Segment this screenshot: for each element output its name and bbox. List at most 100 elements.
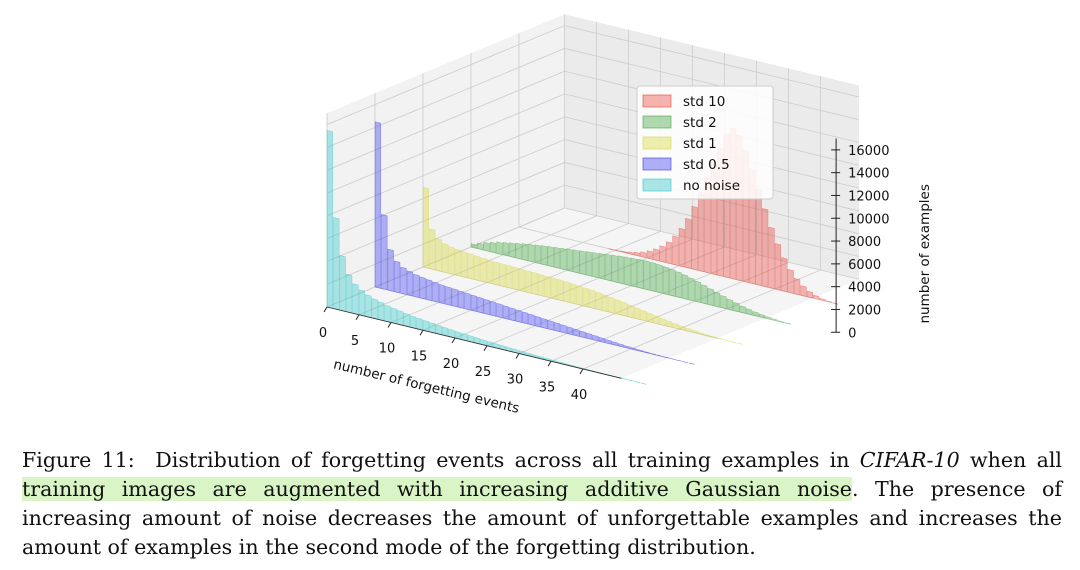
caption-highlight: training images are augmented with incre… [22,477,852,501]
caption-text-1: Distribution of forgetting events across… [155,448,850,472]
bar [560,247,567,271]
bar [701,284,708,305]
bar [518,268,526,292]
bar [646,250,654,260]
bar [553,322,561,333]
bar [621,377,628,381]
bar [457,290,465,309]
bar [640,309,647,322]
x-tick [515,353,520,359]
bar [717,337,724,341]
z-tick-label: 2000 [848,303,881,318]
bar [585,332,593,340]
z-tick-label: 14000 [848,167,889,182]
bar [547,245,554,268]
z-tick-label: 16000 [848,144,889,159]
bar [435,237,442,272]
bar [649,261,657,293]
bar [573,328,580,337]
bar [627,251,634,256]
bar [649,352,657,356]
bar [419,276,426,300]
bar [582,287,590,308]
gridline-x [358,21,598,316]
bar [509,307,516,322]
bar [723,339,730,342]
bar [707,287,714,307]
bar [489,300,497,317]
bar [633,380,641,384]
bar [387,248,394,292]
series-std-2 [470,241,791,325]
bar [672,322,679,330]
bar [787,268,794,294]
figure-label: Figure 11: [22,448,135,472]
bar [381,214,388,291]
z-tick-label: 0 [848,326,856,341]
bar [598,336,606,343]
bar [333,217,340,311]
bar [691,329,698,334]
bar [384,304,391,323]
bar [781,257,788,293]
bar [832,302,839,305]
bar [528,243,535,263]
bar [454,248,462,277]
caption-text-3: . The presence of increasing amount of n… [22,477,1062,559]
bar [761,208,769,288]
bar [601,294,609,313]
bar [563,280,570,303]
bar [659,317,666,327]
bar [624,345,631,350]
bar [771,318,778,322]
caption-text-2: when all [969,448,1063,472]
z-tick-label: 10000 [848,212,889,227]
bar [662,266,670,296]
bar [489,241,497,254]
bar [493,261,500,286]
gridline-x [390,29,630,323]
bar [653,315,660,325]
bar [560,324,567,334]
bar [656,354,663,357]
pane-left [327,14,565,307]
x-tick [355,314,360,321]
bar [390,307,398,325]
bar [496,241,503,255]
bar [777,320,785,324]
x-tick-label: 40 [571,388,588,403]
bar [627,304,634,319]
bar [653,248,660,262]
bar [470,243,478,249]
bar [377,301,385,322]
bar [429,322,436,334]
bar [406,270,414,297]
bar [688,362,695,365]
bar [678,227,686,268]
x-axis-label: number of forgetting events [332,356,521,416]
bar [633,251,641,257]
bar [614,299,622,316]
bar [573,249,580,274]
bar [339,255,346,312]
bar [592,251,599,279]
bar [633,306,641,320]
bar [800,285,807,297]
bar [451,288,458,308]
bar [429,228,436,271]
bar [477,296,484,314]
bar [605,339,612,345]
bar [745,308,753,316]
bar [637,258,644,290]
chart-legend: std 10 std 2 std 1 std 0.5 no noise [636,85,774,200]
bar [461,250,468,279]
bar [345,273,353,314]
bar [521,311,529,325]
legend-label: std 2 [683,115,717,131]
bar [483,241,490,252]
bar [784,322,791,325]
x-tick [387,322,392,328]
bar [713,291,721,308]
z-tick-label: 8000 [848,235,881,250]
bar [656,263,663,294]
